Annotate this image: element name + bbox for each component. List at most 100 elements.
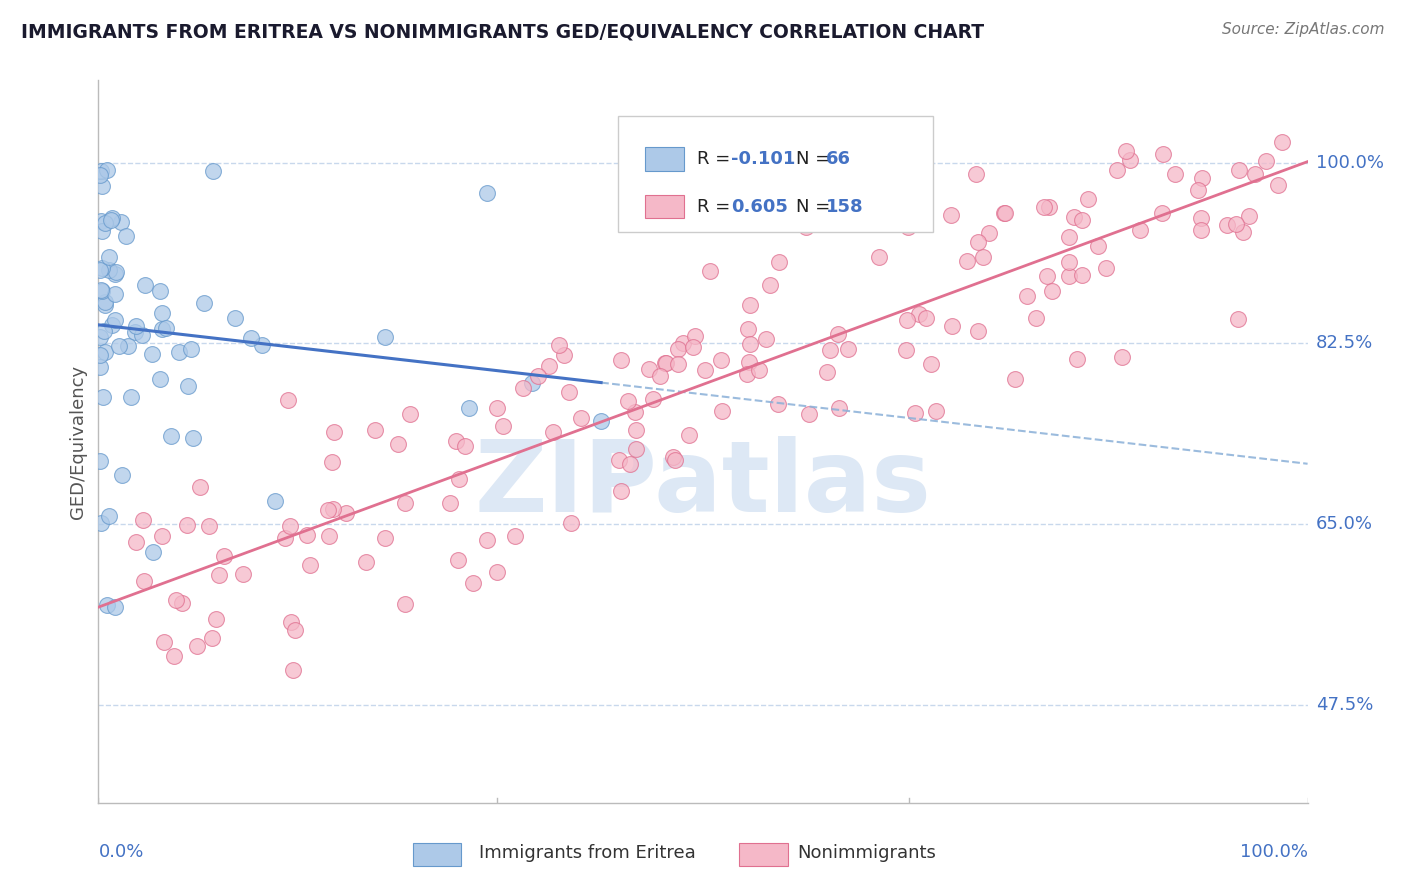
- Y-axis label: GED/Equivalency: GED/Equivalency: [69, 365, 87, 518]
- Point: [650, 369, 672, 384]
- Text: ZIPatlas: ZIPatlas: [475, 436, 931, 533]
- Point: [666, 343, 689, 357]
- Point: [1071, 213, 1094, 227]
- Point: [553, 348, 575, 362]
- Point: [1244, 167, 1267, 181]
- Point: [150, 529, 173, 543]
- Point: [98, 509, 121, 524]
- Bar: [413, 843, 461, 866]
- Point: [120, 390, 142, 404]
- Bar: [740, 843, 787, 866]
- Point: [181, 431, 204, 445]
- Point: [737, 322, 759, 336]
- Point: [394, 496, 416, 510]
- Point: [868, 250, 890, 264]
- FancyBboxPatch shape: [619, 116, 932, 232]
- Point: [446, 434, 468, 448]
- Point: [610, 483, 633, 498]
- Point: [193, 296, 215, 310]
- Point: [125, 319, 148, 334]
- Point: [894, 343, 917, 357]
- Text: 0.0%: 0.0%: [98, 843, 143, 861]
- Point: [165, 593, 187, 607]
- Point: [503, 529, 526, 543]
- Point: [155, 320, 177, 334]
- Point: [280, 615, 302, 630]
- Point: [904, 406, 927, 420]
- Point: [454, 439, 477, 453]
- Point: [100, 318, 122, 332]
- Point: [188, 480, 211, 494]
- Text: 158: 158: [827, 197, 863, 216]
- Point: [134, 277, 156, 292]
- Point: [748, 362, 770, 376]
- Point: [176, 379, 198, 393]
- Point: [274, 531, 297, 545]
- Point: [202, 163, 225, 178]
- Point: [93, 345, 115, 359]
- Point: [1111, 350, 1133, 364]
- Text: 66: 66: [827, 150, 852, 168]
- Point: [485, 401, 508, 416]
- Point: [104, 264, 127, 278]
- Point: [90, 163, 112, 178]
- Text: -0.101: -0.101: [731, 150, 796, 168]
- Point: [941, 318, 963, 333]
- Point: [915, 311, 938, 326]
- Point: [908, 307, 931, 321]
- Point: [815, 364, 838, 378]
- Point: [1225, 217, 1247, 231]
- Point: [110, 215, 132, 229]
- Point: [281, 663, 304, 677]
- Point: [1025, 310, 1047, 325]
- Point: [1189, 211, 1212, 226]
- Point: [1129, 222, 1152, 236]
- Point: [485, 565, 508, 579]
- Point: [89, 263, 111, 277]
- Point: [1095, 260, 1118, 275]
- Point: [322, 501, 344, 516]
- Point: [664, 453, 686, 467]
- Bar: [645, 147, 683, 170]
- Text: Nonimmigrants: Nonimmigrants: [797, 845, 936, 863]
- Point: [655, 356, 678, 370]
- Point: [132, 513, 155, 527]
- Text: N =: N =: [796, 197, 837, 216]
- Point: [1187, 183, 1209, 197]
- Point: [399, 407, 422, 421]
- Text: 100.0%: 100.0%: [1240, 843, 1308, 861]
- Point: [447, 553, 470, 567]
- Point: [710, 353, 733, 368]
- Point: [1038, 200, 1060, 214]
- Point: [1036, 268, 1059, 283]
- Point: [387, 436, 409, 450]
- Point: [321, 455, 343, 469]
- Point: [794, 220, 817, 235]
- Point: [91, 179, 114, 194]
- Point: [172, 596, 194, 610]
- Point: [654, 355, 676, 369]
- Point: [1189, 223, 1212, 237]
- Point: [316, 503, 339, 517]
- Point: [278, 519, 301, 533]
- Point: [1164, 167, 1187, 181]
- Point: [526, 369, 548, 384]
- Point: [374, 330, 396, 344]
- Point: [967, 324, 990, 338]
- Point: [737, 368, 759, 382]
- Point: [141, 346, 163, 360]
- Point: [167, 345, 190, 359]
- Text: N =: N =: [796, 150, 837, 168]
- Point: [512, 381, 534, 395]
- Point: [828, 401, 851, 415]
- Point: [104, 267, 127, 281]
- Point: [1150, 205, 1173, 219]
- Point: [1107, 163, 1129, 178]
- Point: [149, 285, 172, 299]
- Point: [1063, 211, 1085, 225]
- Point: [766, 397, 789, 411]
- Point: [134, 574, 156, 588]
- Point: [364, 423, 387, 437]
- Point: [318, 529, 340, 543]
- Point: [97, 251, 120, 265]
